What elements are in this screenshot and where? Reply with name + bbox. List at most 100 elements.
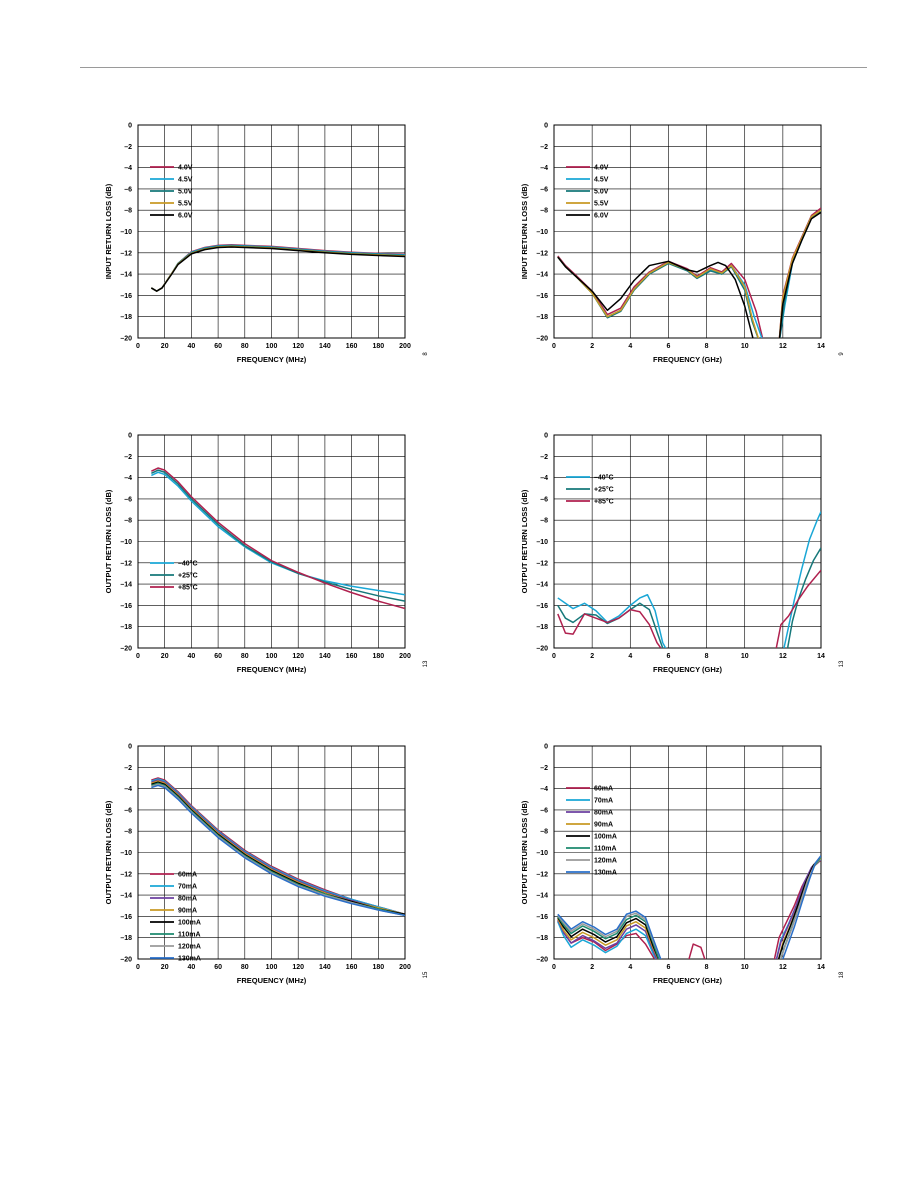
x-tick-label: 20 — [161, 343, 169, 350]
legend: –40°C +25°C +85°C — [150, 560, 198, 592]
series-line-5 — [557, 211, 821, 338]
x-tick-label: 100 — [266, 343, 278, 350]
x-tick-label: 200 — [399, 964, 411, 971]
y-tick-label: –14 — [536, 582, 548, 589]
legend: 4.0V 4.5V 5.0V 5.5V 6.0V — [566, 165, 609, 220]
y-tick-label: –10 — [120, 539, 132, 546]
plot-frame — [137, 745, 406, 960]
x-tick-label: 40 — [188, 964, 196, 971]
series-line-2 — [151, 778, 405, 915]
x-tick-label: 4 — [628, 964, 632, 971]
series-line-3 — [151, 779, 405, 915]
x-tick-label: 60 — [214, 964, 222, 971]
series-line-5 — [557, 856, 821, 959]
legend: 60mA 70mA 80mA 90mA 100mA 110mA 120mA 130mA — [566, 786, 617, 877]
x-tick-label: 14 — [817, 653, 825, 660]
series-line-3 — [557, 569, 821, 648]
x-tick-label: 80 — [241, 964, 249, 971]
x-tick-label: 120 — [292, 653, 304, 660]
series-line-4 — [151, 780, 405, 915]
legend-label: 80mA — [594, 810, 613, 817]
legend-label: 120mA — [178, 944, 201, 951]
y-tick-label: –6 — [540, 496, 548, 503]
y-tick-label: –2 — [124, 765, 132, 772]
grid — [553, 434, 822, 649]
chart-1: 0 20 40 60 80 100 120 140 160 180 200 0 –2 –4 –6 –8 –10 –… — [104, 123, 429, 365]
y-tick-label: 0 — [544, 433, 548, 440]
series-line-1 — [151, 471, 405, 596]
figure-tag: 15 — [423, 971, 429, 978]
x-tick-label: 0 — [552, 964, 556, 971]
y-tick-label: –16 — [536, 293, 548, 300]
x-tick-label: 160 — [346, 653, 358, 660]
x-tick-label: 120 — [292, 343, 304, 350]
x-tick-label: 60 — [214, 343, 222, 350]
x-tick-label: 6 — [666, 964, 670, 971]
x-axis-label: FREQUENCY (GHz) — [653, 976, 723, 985]
y-tick-label: –12 — [536, 250, 548, 257]
x-tick-label: 12 — [779, 964, 787, 971]
series-line-8 — [557, 855, 821, 959]
x-tick-label: 140 — [319, 343, 331, 350]
y-tick-label: –8 — [540, 829, 548, 836]
y-tick-label: –4 — [124, 165, 132, 172]
series-line-3 — [557, 857, 821, 959]
y-tick-label: 0 — [128, 123, 132, 130]
x-tick-label: 10 — [741, 343, 749, 350]
y-tick-label: –8 — [124, 829, 132, 836]
x-axis-label: FREQUENCY (GHz) — [653, 355, 723, 364]
series-line-8 — [151, 784, 405, 917]
legend-label: 5.5V — [594, 201, 609, 208]
x-tick-label: 10 — [741, 653, 749, 660]
x-tick-label: 60 — [214, 653, 222, 660]
series-line-2 — [557, 547, 821, 648]
y-tick-label: –4 — [124, 475, 132, 482]
y-tick-label: –12 — [120, 560, 132, 567]
series-line-3 — [151, 467, 405, 610]
x-tick-label: 20 — [161, 653, 169, 660]
x-tick-label: 180 — [372, 964, 384, 971]
y-tick-label: 0 — [128, 744, 132, 751]
x-tick-label: 180 — [372, 653, 384, 660]
y-tick-label: –10 — [536, 539, 548, 546]
x-axis-label: FREQUENCY (MHz) — [237, 976, 307, 985]
legend-label: 60mA — [594, 786, 613, 793]
legend-label: 90mA — [178, 908, 197, 915]
x-tick-label: 8 — [705, 653, 709, 660]
x-axis-label: FREQUENCY (GHz) — [653, 665, 723, 674]
y-tick-label: –16 — [536, 603, 548, 610]
figure-tag: 8 — [423, 352, 429, 356]
y-axis-label: OUTPUT RETURN LOSS (dB) — [520, 489, 529, 593]
plot-frame — [553, 434, 822, 649]
y-tick-label: –18 — [120, 624, 132, 631]
plot-frame — [553, 745, 822, 960]
x-tick-label: 0 — [552, 653, 556, 660]
series-line-5 — [150, 246, 405, 292]
y-tick-label: –20 — [120, 646, 132, 653]
series-group — [557, 855, 821, 959]
y-tick-label: –4 — [540, 475, 548, 482]
x-tick-label: 100 — [266, 964, 278, 971]
x-tick-label: 140 — [319, 653, 331, 660]
y-axis-label: OUTPUT RETURN LOSS (dB) — [104, 489, 113, 593]
x-tick-label: 40 — [188, 653, 196, 660]
legend: –40°C +25°C +85°C — [566, 474, 614, 506]
series-line-1 — [150, 244, 405, 292]
y-axis-label: OUTPUT RETURN LOSS (dB) — [520, 800, 529, 904]
legend-label: 90mA — [594, 822, 613, 829]
grid — [137, 124, 406, 339]
series-group — [151, 777, 405, 917]
legend-label: 4.0V — [594, 165, 609, 172]
y-tick-label: –4 — [540, 786, 548, 793]
y-tick-label: –12 — [536, 871, 548, 878]
legend-label: 5.5V — [178, 201, 193, 208]
chart-3: 0 20 40 60 80 100 120 140 160 180 200 0 –2 –4 –6 –8 –10 –… — [104, 433, 429, 675]
series-line-1 — [557, 859, 821, 959]
series-group — [151, 467, 405, 610]
legend-label: 70mA — [178, 884, 197, 891]
y-axis-label: OUTPUT RETURN LOSS (dB) — [104, 800, 113, 904]
y-tick-label: –20 — [536, 646, 548, 653]
x-tick-label: 6 — [666, 653, 670, 660]
x-tick-label: 0 — [136, 964, 140, 971]
legend-label: 100mA — [178, 920, 201, 927]
